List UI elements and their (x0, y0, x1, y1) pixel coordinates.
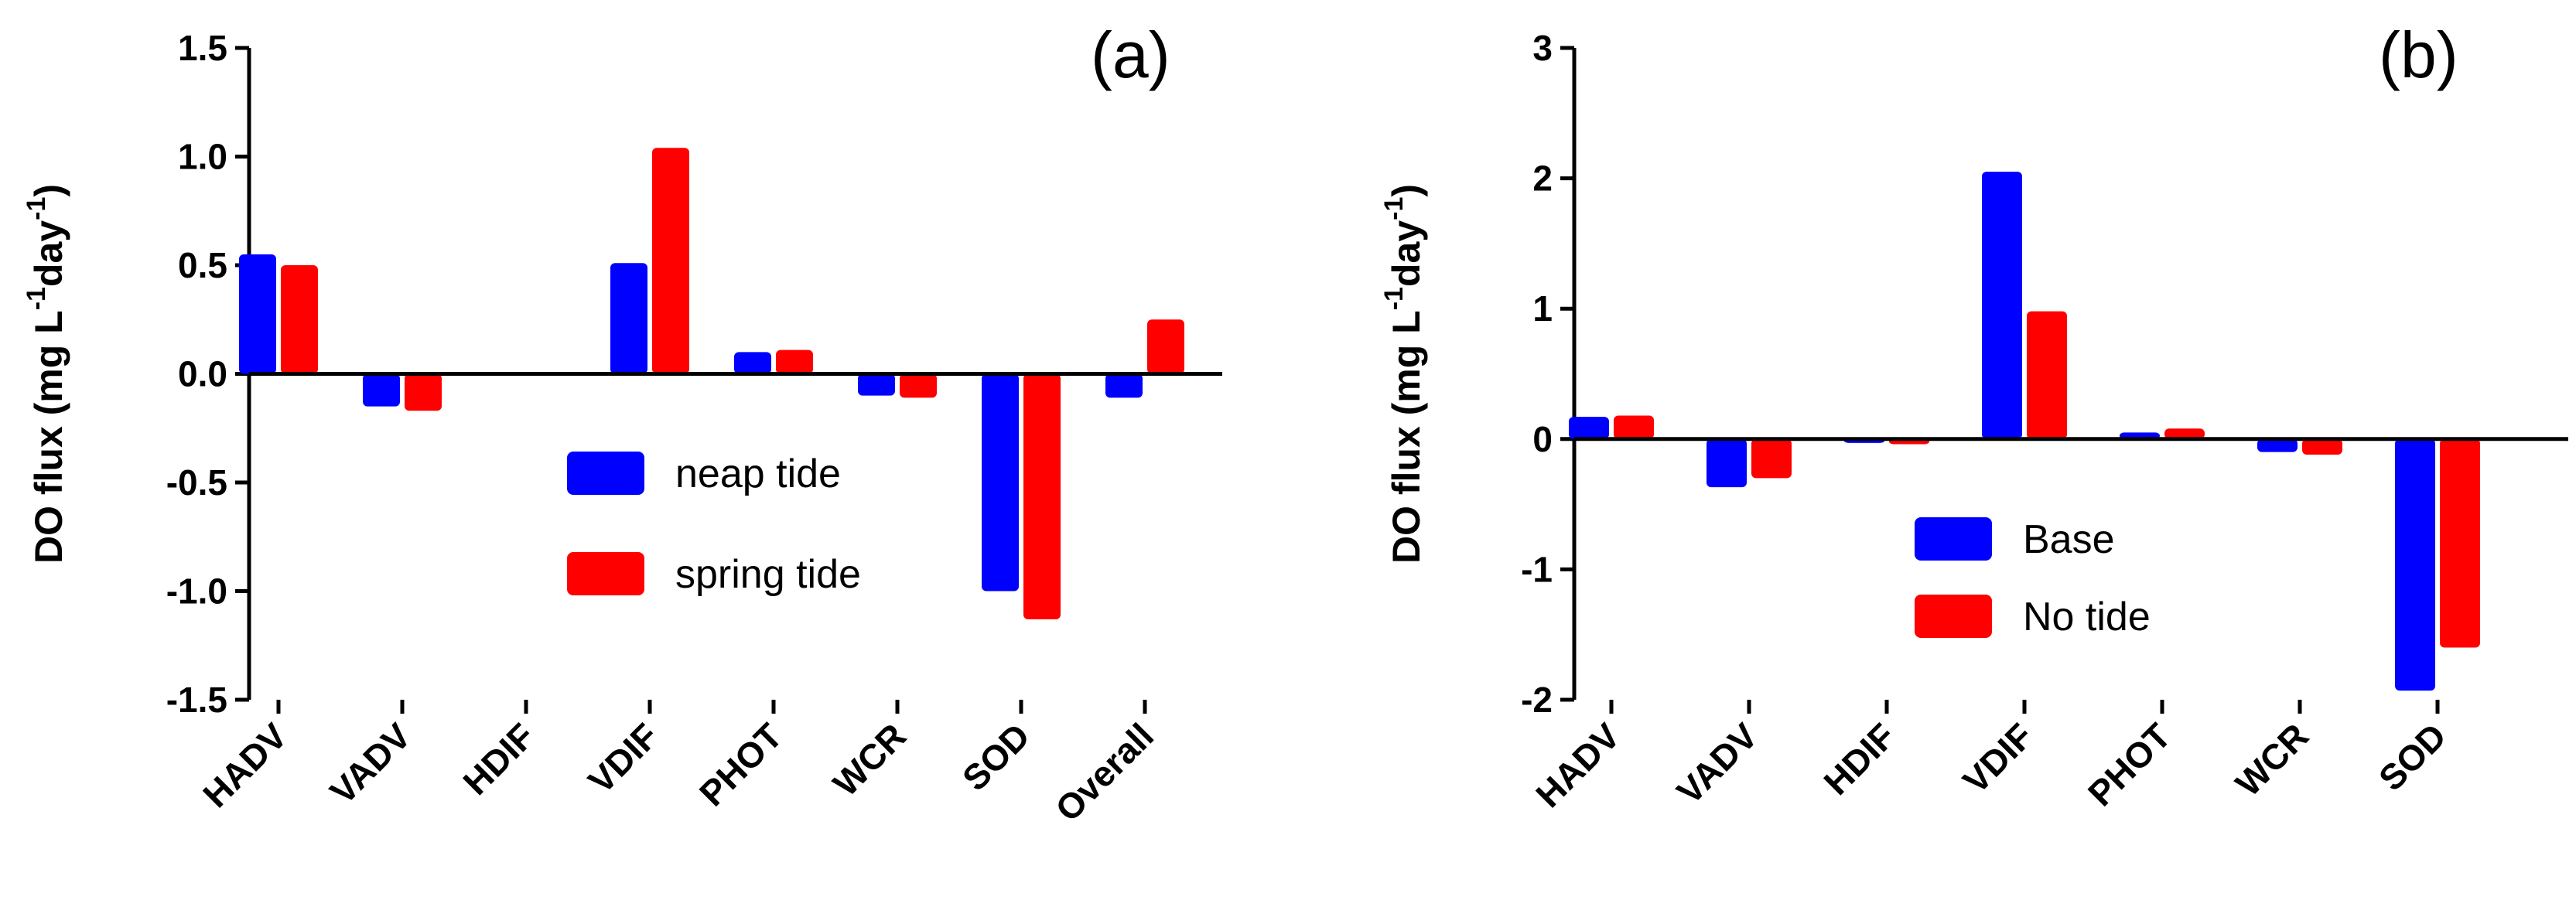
bar-base-wcr (2257, 438, 2298, 452)
y-axis-title-ylabel_main: DO flux (mg L (27, 310, 70, 564)
legend-label-spring-tide: spring tide (675, 552, 861, 597)
bar-no-tide-wcr (2302, 438, 2342, 455)
x-tick-label-phot: PHOT (692, 715, 790, 813)
y-tick-label: 1 (1532, 288, 1553, 329)
panel-a: -1.5 -1.0 -0.5 0.0 0.5 1.0 1.5 HADV VADV HDIF VDIF… (22, 19, 1222, 829)
y-axis-title-ylabel_mid: day (27, 220, 70, 287)
y-axis-title: DO flux (mg L-1day-1) (22, 184, 70, 564)
bar-spring-tide-vdif (652, 148, 689, 374)
y-axis-title-ylabel_mid: day (1385, 220, 1428, 287)
bar-no-tide-sod (2440, 438, 2480, 648)
y-axis-title-ylabel_end: ) (1385, 184, 1428, 197)
y-tick-label: 1.0 (178, 137, 227, 177)
y-tick-label: 2 (1532, 159, 1553, 199)
panel-b: -2 -1 0 1 2 3 HADV VADV HDIF VDIF PHOT WCR SOD (b) DO … (1379, 19, 2568, 815)
x-tick-label-hadv: HADV (195, 715, 295, 815)
y-tick-label: 0 (1532, 419, 1553, 459)
bar-neap-tide-sod (982, 373, 1019, 591)
y-axis-title-ylabel_end: ) (27, 184, 70, 197)
x-tick-label-vadv: VADV (1669, 715, 1765, 812)
y-axis-title-ylabel_exp2: -1 (22, 197, 51, 220)
y-tick-label: 0.0 (178, 354, 227, 394)
y-tick-label: -1 (1521, 549, 1553, 589)
bar-base-sod (2395, 438, 2435, 691)
bar-base-hadv (1569, 417, 1609, 439)
legend-swatch-neap-tide (567, 452, 644, 495)
x-tick-label-hadv: HADV (1528, 715, 1628, 815)
x-tick-label-overall: Overall (1047, 715, 1161, 829)
bar-no-tide-vdif (2027, 311, 2067, 439)
legend-swatch-spring-tide (567, 552, 644, 595)
bar-neap-tide-vdif (610, 263, 647, 374)
bar-no-tide-hadv (1614, 415, 1654, 439)
x-tick-label-wcr: WCR (825, 715, 914, 803)
bar-base-vdif (1982, 172, 2022, 439)
y-tick-label: 1.5 (178, 28, 227, 68)
bar-no-tide-vadv (1751, 438, 1792, 479)
x-tick-label-hdif: HDIF (455, 715, 542, 803)
bar-neap-tide-hadv (239, 254, 276, 374)
bar-spring-tide-hadv (281, 265, 318, 374)
legend-label-no-tide: No tide (2023, 595, 2151, 639)
y-axis-title-ylabel_main: DO flux (mg L (1385, 310, 1428, 564)
bar-no-tide-phot (2164, 428, 2205, 439)
y-tick-label: 3 (1532, 28, 1553, 68)
bar-spring-tide-wcr (900, 373, 937, 398)
bar-neap-tide-wcr (858, 373, 895, 396)
y-tick-label: -1.0 (166, 571, 227, 612)
y-axis-title-ylabel_exp1: -1 (22, 287, 51, 310)
bar-spring-tide-overall (1147, 319, 1184, 374)
legend-label-base: Base (2023, 517, 2115, 562)
panel-label: (b) (2379, 19, 2458, 91)
y-tick-label: -1.5 (166, 680, 227, 720)
bar-neap-tide-phot (734, 352, 771, 374)
y-tick-label: -2 (1521, 680, 1553, 720)
bar-spring-tide-sod (1023, 373, 1061, 620)
x-tick-label-phot: PHOT (2080, 715, 2178, 813)
bar-spring-tide-vadv (405, 373, 442, 411)
x-tick-label-vdif: VDIF (580, 715, 666, 801)
legend-label-neap-tide: neap tide (675, 452, 841, 496)
bar-neap-tide-overall (1105, 373, 1143, 398)
x-tick-label-vadv: VADV (322, 715, 419, 812)
bar-base-vadv (1707, 438, 1747, 488)
legend-swatch-no-tide (1915, 595, 1992, 638)
y-tick-label: -0.5 (166, 462, 227, 503)
panel-label: (a) (1091, 19, 1170, 91)
y-axis-title-ylabel_exp1: -1 (1379, 287, 1409, 310)
y-tick-label: 0.5 (178, 245, 227, 285)
y-axis-title-ylabel_exp2: -1 (1379, 197, 1409, 220)
y-axis-title: DO flux (mg L-1day-1) (1379, 184, 1428, 564)
bar-spring-tide-phot (776, 349, 813, 374)
x-tick-label-vdif: VDIF (1955, 715, 2041, 801)
x-tick-label-hdif: HDIF (1816, 715, 1903, 803)
x-tick-label-sod: SOD (955, 715, 1037, 798)
legend-swatch-base (1915, 517, 1992, 561)
x-tick-label-sod: SOD (2371, 715, 2454, 798)
bar-neap-tide-vadv (363, 373, 400, 407)
x-tick-label-wcr: WCR (2228, 715, 2316, 803)
